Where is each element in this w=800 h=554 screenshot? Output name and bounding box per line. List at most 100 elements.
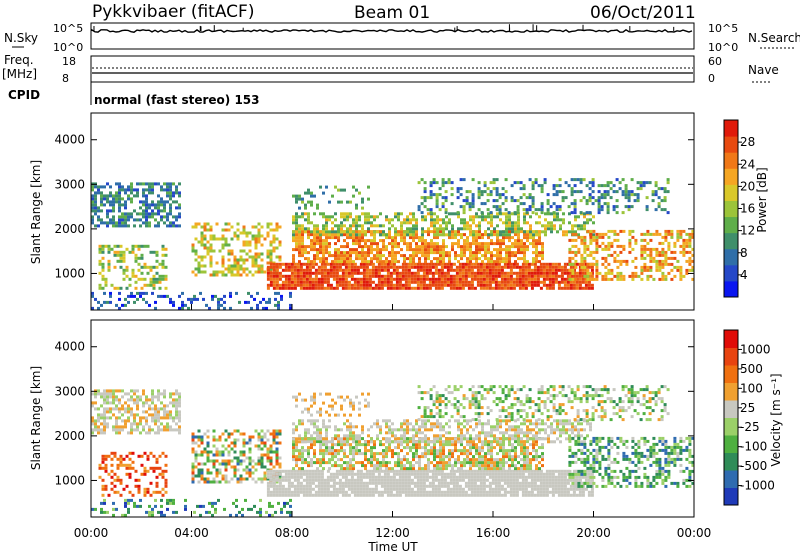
power-cell bbox=[266, 283, 270, 287]
power-cell bbox=[295, 245, 298, 249]
power-cell bbox=[94, 185, 97, 189]
power-cell bbox=[106, 197, 109, 201]
power-cell bbox=[625, 259, 629, 263]
power-cell bbox=[433, 233, 436, 237]
beam-title: Beam 01 bbox=[354, 3, 430, 23]
power-cell bbox=[350, 268, 354, 272]
power-cell bbox=[152, 250, 156, 254]
power-cell bbox=[567, 184, 571, 188]
power-cell bbox=[385, 218, 388, 222]
power-cell bbox=[412, 248, 415, 252]
power-cell bbox=[533, 265, 537, 269]
velocity-cell bbox=[218, 471, 222, 475]
power-cell bbox=[595, 241, 599, 245]
power-cell bbox=[469, 227, 472, 231]
power-cell bbox=[103, 194, 106, 198]
power-cell bbox=[421, 239, 424, 243]
velocity-cell bbox=[100, 413, 103, 417]
power-cell bbox=[586, 274, 590, 278]
power-cell bbox=[302, 277, 306, 281]
power-cell bbox=[292, 236, 295, 240]
velocity-cell bbox=[148, 513, 151, 517]
velocity-cell bbox=[371, 475, 375, 479]
power-cell bbox=[338, 277, 342, 281]
power-cell bbox=[466, 236, 469, 240]
velocity-cell bbox=[500, 475, 504, 479]
power-cell bbox=[191, 249, 195, 253]
velocity-cell bbox=[344, 475, 348, 479]
power-cell bbox=[302, 274, 306, 278]
power-cell bbox=[97, 209, 100, 213]
power-cell bbox=[464, 262, 468, 266]
power-cell bbox=[166, 218, 169, 222]
power-cell bbox=[121, 218, 124, 222]
velocity-cell bbox=[206, 435, 210, 439]
power-cell bbox=[119, 259, 123, 263]
velocity-cell bbox=[446, 487, 450, 491]
velocity-cell bbox=[506, 478, 510, 482]
velocity-cell bbox=[142, 416, 145, 420]
power-cell bbox=[442, 242, 445, 246]
power-cell bbox=[236, 237, 240, 241]
power-cell bbox=[503, 283, 507, 287]
velocity-cell bbox=[392, 487, 396, 491]
power-cell bbox=[491, 286, 495, 290]
power-cell bbox=[563, 265, 567, 269]
power-cell bbox=[432, 181, 436, 185]
power-cell bbox=[143, 277, 147, 281]
power-cell bbox=[496, 233, 499, 237]
power-cell bbox=[646, 253, 650, 257]
velocity-cell bbox=[371, 487, 375, 491]
velocity-cell bbox=[281, 493, 285, 497]
power-cell bbox=[508, 236, 511, 240]
velocity-cell bbox=[368, 475, 372, 479]
velocity-cell bbox=[344, 493, 348, 497]
power-cell bbox=[338, 265, 342, 269]
power-cell bbox=[382, 254, 385, 258]
power-cell bbox=[391, 245, 394, 249]
power-cell bbox=[503, 274, 507, 278]
velocity-cell bbox=[332, 490, 336, 494]
power-cell bbox=[475, 251, 478, 255]
power-cell bbox=[278, 271, 282, 275]
power-cell bbox=[341, 268, 345, 272]
power-cell bbox=[148, 203, 151, 207]
power-cell bbox=[586, 218, 589, 222]
power-cell bbox=[604, 274, 608, 278]
power-cell bbox=[361, 239, 364, 243]
power-cell bbox=[308, 283, 312, 287]
power-cell bbox=[413, 277, 417, 281]
power-cell bbox=[422, 283, 426, 287]
power-cell bbox=[603, 202, 607, 206]
power-cell bbox=[304, 245, 307, 249]
power-cell bbox=[340, 215, 343, 219]
velocity-cell bbox=[290, 481, 294, 485]
power-cell bbox=[535, 251, 538, 255]
velocity-cell bbox=[440, 478, 444, 482]
velocity-cell bbox=[266, 472, 270, 476]
power-cell bbox=[607, 235, 611, 239]
power-cell bbox=[277, 303, 280, 307]
power-cell bbox=[523, 212, 526, 216]
power-cell bbox=[410, 274, 414, 278]
velocity-cell bbox=[539, 475, 543, 479]
power-cell bbox=[358, 218, 361, 222]
power-cell bbox=[542, 271, 546, 275]
power-cell bbox=[487, 242, 490, 246]
power-cell bbox=[570, 202, 574, 206]
velocity-cell bbox=[368, 478, 372, 482]
power-cell bbox=[251, 225, 255, 229]
velocity-cell bbox=[320, 487, 324, 491]
power-cell bbox=[266, 271, 270, 275]
power-cell bbox=[493, 254, 496, 258]
power-cell bbox=[517, 230, 520, 234]
power-cell bbox=[421, 230, 424, 234]
power-cell bbox=[487, 257, 490, 261]
velocity-cell bbox=[296, 487, 300, 491]
power-cell bbox=[344, 277, 348, 281]
power-cell bbox=[364, 251, 367, 255]
power-cell bbox=[136, 191, 139, 195]
velocity-cell bbox=[191, 462, 195, 466]
power-cell bbox=[552, 202, 556, 206]
power-cell bbox=[338, 274, 342, 278]
